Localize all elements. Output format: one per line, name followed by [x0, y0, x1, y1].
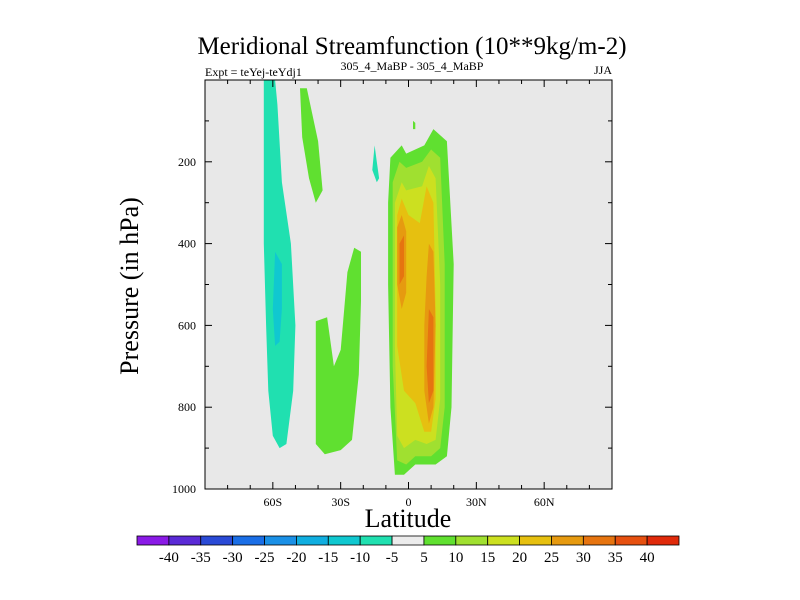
contour-negative-core [272, 251, 282, 346]
colorbar-swatch [136, 535, 170, 546]
colorbar-swatch [582, 535, 616, 546]
colorbar-swatch [200, 535, 234, 546]
contour-upper-positive-tongue [300, 88, 323, 203]
x-tick-label: 30S [331, 495, 350, 509]
colorbar-swatch [168, 535, 202, 546]
colorbar-label: 20 [512, 550, 527, 566]
colorbar-swatch [551, 535, 584, 546]
experiment-label: Expt = teYej-teYdj1 [205, 65, 302, 79]
colorbar-label: -35 [191, 550, 211, 566]
x-tick-label: 30N [466, 495, 487, 509]
colorbar-label: 15 [480, 550, 495, 566]
colorbar-label: 30 [576, 550, 591, 566]
y-tick-label: 800 [178, 400, 196, 414]
contour-small-negative-patch [372, 145, 380, 183]
colorbar-swatch [359, 535, 393, 546]
colorbar-swatch [487, 535, 520, 546]
colorbar-label: 10 [448, 550, 463, 566]
x-axis-label: Latitude [365, 504, 452, 533]
colorbar-label: 25 [544, 550, 559, 566]
y-axis-label: Pressure (in hPa) [115, 197, 144, 375]
contour-main-cell-level-30-east [426, 309, 434, 404]
colorbar-label: -30 [223, 550, 243, 566]
plot-area [205, 80, 612, 489]
colorbar-label: -10 [350, 550, 370, 566]
colorbar: -40 -35 -30 -25 -20 -15 -10 -5 5 10 15 20 25 30 35 40 [136, 535, 680, 566]
y-tick-label: 400 [178, 237, 196, 251]
contour-tiny-positive-dot [413, 120, 416, 130]
colorbar-label: 5 [420, 550, 428, 566]
colorbar-swatch [423, 535, 457, 546]
x-tick-label: 60N [534, 495, 555, 509]
axes: 60S 30S 0 30N 60N 200 400 600 800 1000 [172, 79, 613, 509]
period-label: 305_4_MaBP - 305_4_MaBP [341, 59, 484, 73]
contour-main-cell-level-30 [399, 235, 404, 285]
colorbar-label: 35 [608, 550, 623, 566]
colorbar-swatch [614, 535, 648, 546]
contour-lower-positive-cell [315, 247, 361, 455]
colorbar-swatch [646, 535, 680, 546]
colorbar-label: -40 [159, 550, 179, 566]
y-tick-label: 1000 [172, 482, 196, 496]
colorbar-swatch [296, 535, 329, 546]
x-tick-label: 60S [263, 495, 282, 509]
y-tick-label: 600 [178, 318, 196, 332]
colorbar-swatch [232, 535, 265, 546]
x-tick-label: 0 [406, 495, 412, 509]
chart-title: Meridional Streamfunction (10**9kg/m-2) [197, 33, 626, 60]
colorbar-swatch [455, 535, 489, 546]
colorbar-swatch [327, 535, 361, 546]
season-label: JJA [594, 63, 612, 77]
colorbar-label: -20 [286, 550, 306, 566]
colorbar-label: 40 [640, 550, 655, 566]
colorbar-label: -5 [386, 550, 399, 566]
colorbar-swatch [519, 535, 552, 546]
colorbar-swatch [391, 535, 425, 546]
colorbar-swatch [264, 535, 297, 546]
colorbar-label: -25 [255, 550, 275, 566]
y-tick-label: 200 [178, 155, 196, 169]
colorbar-label: -15 [318, 550, 338, 566]
